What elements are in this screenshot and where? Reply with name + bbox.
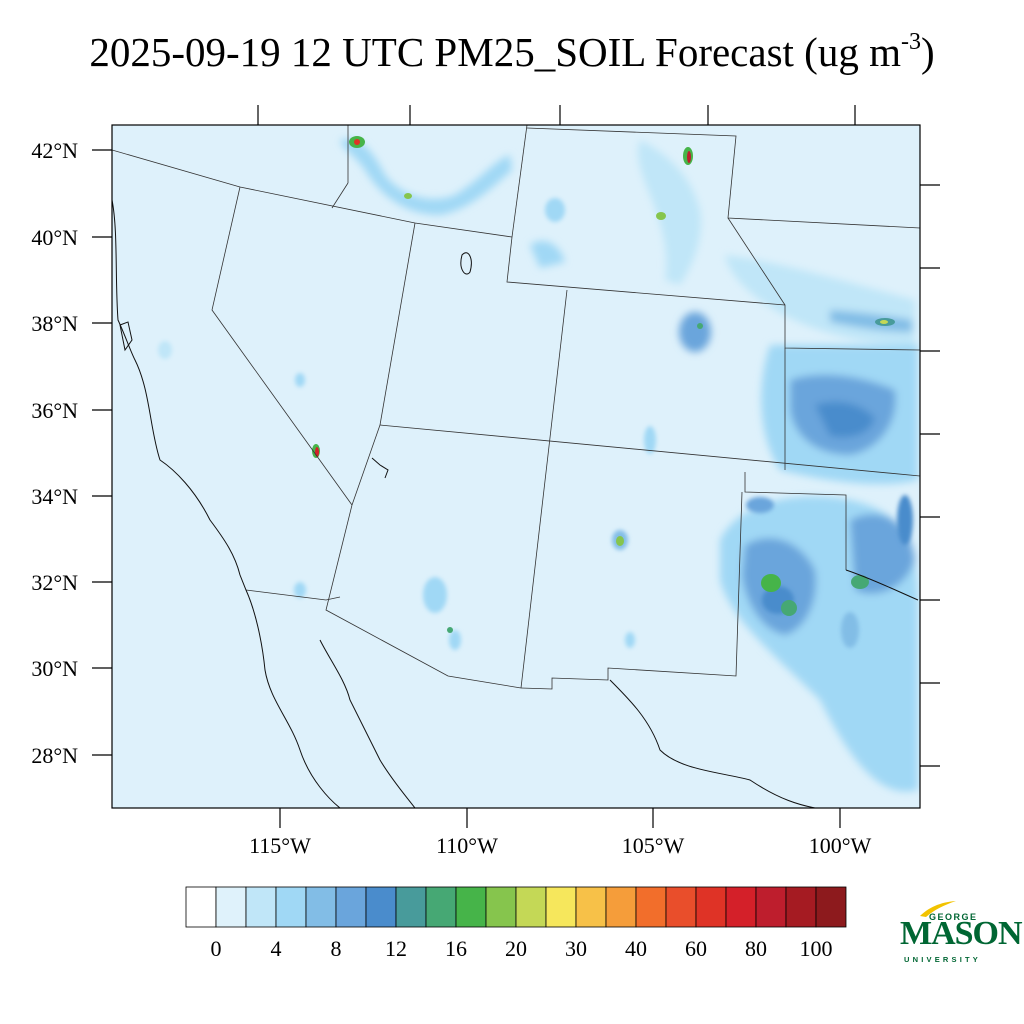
hotspot-layer [312, 136, 895, 633]
feature [625, 632, 635, 648]
lat-label: 28°N [31, 743, 78, 768]
title-superscript: -3 [900, 29, 921, 55]
axis-ticks [92, 105, 940, 828]
oklahoma-region-core [815, 401, 875, 438]
feature [841, 612, 859, 648]
kansas-band-mid [830, 310, 912, 332]
colorbar-box [665, 886, 697, 928]
colorbar-label: 100 [800, 936, 833, 961]
colorbar-box [605, 886, 637, 928]
feature [746, 497, 774, 513]
lon-label: 115°W [249, 833, 311, 858]
feature [644, 426, 656, 454]
concentration-field [112, 125, 920, 808]
colorbar-box [245, 886, 277, 928]
colorado-patch [679, 312, 711, 352]
title-closing: ) [920, 29, 935, 75]
colorbar-box [815, 886, 847, 928]
colorbar-label: 8 [331, 936, 342, 961]
colorbar-label: 60 [685, 936, 707, 961]
kansas-core-inner [880, 320, 888, 324]
colorbar-label: 4 [271, 936, 282, 961]
colorbar-label: 80 [745, 936, 767, 961]
latitude-labels: 42°N 40°N 38°N 36°N 34°N 32°N 30°N 28°N [31, 138, 78, 768]
colorbar-box [725, 886, 757, 928]
colorbar-box [425, 886, 457, 928]
colorbar-box [695, 886, 727, 928]
colorbar-box [335, 886, 367, 928]
feature [897, 495, 913, 545]
lat-label: 40°N [31, 225, 78, 250]
colorbar-box [305, 886, 337, 928]
swoosh-icon [920, 901, 956, 917]
lat-label: 42°N [31, 138, 78, 163]
colorbar-box [185, 886, 217, 928]
colorbar-box [485, 886, 517, 928]
feature [423, 577, 447, 613]
logo-bottom-word: UNIVERSITY [904, 955, 982, 964]
lat-label: 36°N [31, 398, 78, 423]
colorbar: 0 4 8 12 16 20 30 40 60 80 100 [185, 886, 847, 961]
colorbar-label: 12 [385, 936, 407, 961]
lat-label: 38°N [31, 311, 78, 336]
wyoming-light [638, 140, 701, 285]
title-text: 2025-09-19 12 UTC PM25_SOIL Forecast (ug… [89, 29, 901, 75]
feature [545, 198, 565, 222]
west-texas-core [761, 574, 781, 592]
co-core [697, 323, 703, 329]
colorbar-box [455, 886, 487, 928]
feature [295, 373, 305, 387]
feature [294, 582, 306, 598]
mojave-core-inner [315, 447, 319, 457]
feature [449, 630, 461, 650]
logo-top-word: GEORGE [929, 912, 978, 922]
colorbar-label: 20 [505, 936, 527, 961]
colorbar-box [755, 886, 787, 928]
chart-title: 2025-09-19 12 UTC PM25_SOIL Forecast (ug… [0, 28, 1024, 76]
az-core [447, 627, 453, 633]
colorbar-label: 0 [211, 936, 222, 961]
lon-label: 100°W [809, 833, 872, 858]
wyoming-core-inner [687, 151, 691, 163]
colorbar-label: 40 [625, 936, 647, 961]
colorbar-box [785, 886, 817, 928]
west-texas-core-2 [781, 600, 797, 616]
wyoming-south [530, 241, 565, 268]
colorbar-box [395, 886, 427, 928]
colorbar-box [215, 886, 247, 928]
colorbar-box [635, 886, 667, 928]
feature [158, 341, 172, 359]
lon-label: 105°W [622, 833, 685, 858]
lon-label: 110°W [436, 833, 498, 858]
nm-core [616, 536, 624, 546]
wyoming-secondary [656, 212, 666, 220]
idaho-secondary [404, 193, 412, 199]
colorbar-box [365, 886, 397, 928]
map-frame [111, 124, 921, 809]
coastlines [112, 199, 919, 808]
lat-label: 32°N [31, 570, 78, 595]
university-logo: GEORGE MASON UNIVERSITY [896, 900, 1023, 970]
colorbar-label: 16 [445, 936, 467, 961]
west-texas-core-3 [851, 575, 869, 589]
state-boundaries [112, 125, 920, 690]
longitude-labels: 115°W 110°W 105°W 100°W [249, 833, 871, 858]
colorbar-box [275, 886, 307, 928]
lat-label: 34°N [31, 484, 78, 509]
colorbar-box [515, 886, 547, 928]
lat-label: 30°N [31, 656, 78, 681]
logo-main-word: MASON [900, 915, 1023, 952]
idaho-plume-light [340, 139, 512, 215]
idaho-core-inner [354, 139, 360, 145]
colorbar-box [545, 886, 577, 928]
colorbar-label: 30 [565, 936, 587, 961]
colorbar-box [575, 886, 607, 928]
